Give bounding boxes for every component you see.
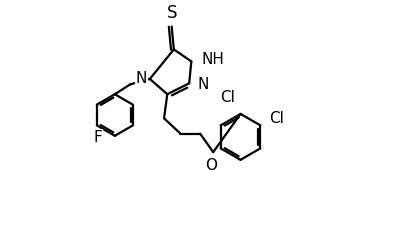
Text: Cl: Cl — [220, 90, 235, 105]
Text: O: O — [205, 158, 217, 173]
Text: N: N — [136, 71, 147, 86]
Text: F: F — [94, 130, 102, 145]
Text: N: N — [198, 77, 209, 92]
Text: S: S — [166, 4, 177, 22]
Text: NH: NH — [201, 52, 224, 67]
Text: Cl: Cl — [269, 111, 284, 126]
